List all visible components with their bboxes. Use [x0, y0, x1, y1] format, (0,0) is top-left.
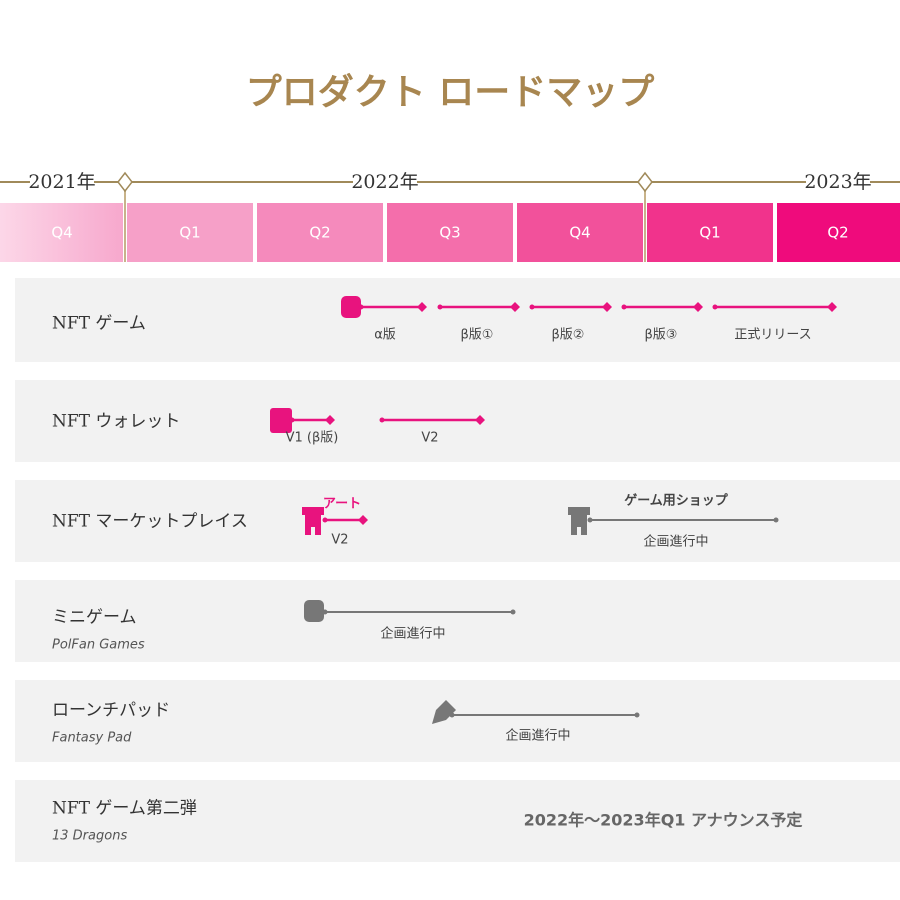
- item-label: 企画進行中: [380, 626, 445, 642]
- row-subtitle: Fantasy Pad: [52, 731, 132, 746]
- endpoint: [634, 712, 640, 718]
- year-bg: [353, 170, 417, 194]
- item-label: 企画進行中: [505, 728, 570, 744]
- rocket-icon: [432, 700, 456, 724]
- row-name: NFT マーケットプレイス: [52, 512, 248, 532]
- endpoint: [449, 712, 455, 718]
- quarter: [257, 203, 383, 262]
- year: 2023年: [804, 171, 871, 193]
- quarter-label: Q1: [179, 224, 200, 242]
- row-bg: [15, 580, 900, 662]
- item-label: ゲーム用ショップ: [624, 493, 729, 509]
- row-name: NFT ゲーム: [52, 314, 146, 334]
- row-bg: [15, 680, 900, 762]
- endpoint: [773, 517, 779, 523]
- endpoint: [322, 517, 328, 523]
- announcement: 2022年〜2023年Q1 アナウンス予定: [524, 811, 803, 830]
- row-subtitle: PolFan Games: [52, 638, 145, 653]
- item-label: β版③: [645, 328, 678, 343]
- item-label: V1 (β版): [286, 431, 339, 446]
- quarter: [517, 203, 643, 262]
- item-label: V2: [331, 533, 348, 548]
- quarter-label: Q3: [439, 224, 460, 242]
- row-bg: [15, 780, 900, 862]
- item-label: アート: [323, 497, 361, 512]
- row-bg: [15, 278, 900, 362]
- quarter-label: Q4: [51, 224, 72, 242]
- endpoint: [358, 304, 364, 310]
- row-name: ローンチパッド: [52, 701, 170, 721]
- title: プロダクト ロードマップ: [246, 71, 655, 113]
- endpoint: [529, 304, 535, 310]
- quarter: [387, 203, 513, 262]
- quarter-label: Q1: [699, 224, 720, 242]
- item-label: 企画進行中: [643, 534, 708, 550]
- endpoint: [475, 415, 485, 425]
- endpoint: [587, 517, 593, 523]
- quarter-label: Q2: [309, 224, 330, 242]
- endpoint: [827, 302, 837, 312]
- endpoint: [325, 415, 335, 425]
- item-label: 正式リリース: [734, 328, 811, 343]
- quarter-label: Q4: [569, 224, 590, 242]
- gamepad-icon: [304, 600, 324, 622]
- quarter: [0, 203, 123, 262]
- row-name: NFT ゲーム第二弾: [52, 799, 197, 819]
- endpoint: [379, 417, 385, 423]
- quarter: [777, 203, 900, 262]
- year: 2022年: [351, 171, 418, 193]
- quarter: [127, 203, 253, 262]
- year-bg: [30, 170, 94, 194]
- endpoint: [437, 304, 443, 310]
- row-backgrounds: [15, 278, 900, 862]
- endpoint: [417, 302, 427, 312]
- quarter-label: Q2: [827, 224, 848, 242]
- item-label: V2: [421, 431, 438, 446]
- endpoint: [510, 302, 520, 312]
- endpoint: [289, 417, 295, 423]
- row-name: ミニゲーム: [52, 608, 137, 628]
- year: 2021年: [28, 171, 95, 193]
- diamond: [117, 171, 133, 193]
- endpoint: [693, 302, 703, 312]
- gamepad-icon: [341, 296, 361, 318]
- endpoints: [289, 302, 837, 718]
- endpoint: [602, 302, 612, 312]
- endpoint: [712, 304, 718, 310]
- shop-icon: [568, 507, 590, 535]
- item-label: β版②: [552, 328, 585, 343]
- row-name: NFT ウォレット: [52, 412, 180, 432]
- row-subtitle: 13 Dragons: [52, 829, 127, 844]
- quarter: [647, 203, 773, 262]
- endpoint: [510, 609, 516, 615]
- endpoint: [322, 609, 328, 615]
- item-label: β版①: [461, 328, 494, 343]
- shop-icon: [302, 507, 324, 535]
- endpoint: [621, 304, 627, 310]
- endpoint: [358, 515, 368, 525]
- wallet-icon: [270, 408, 292, 433]
- item-label: α版: [374, 328, 396, 343]
- year-bg: [806, 170, 870, 194]
- diamond: [637, 171, 653, 193]
